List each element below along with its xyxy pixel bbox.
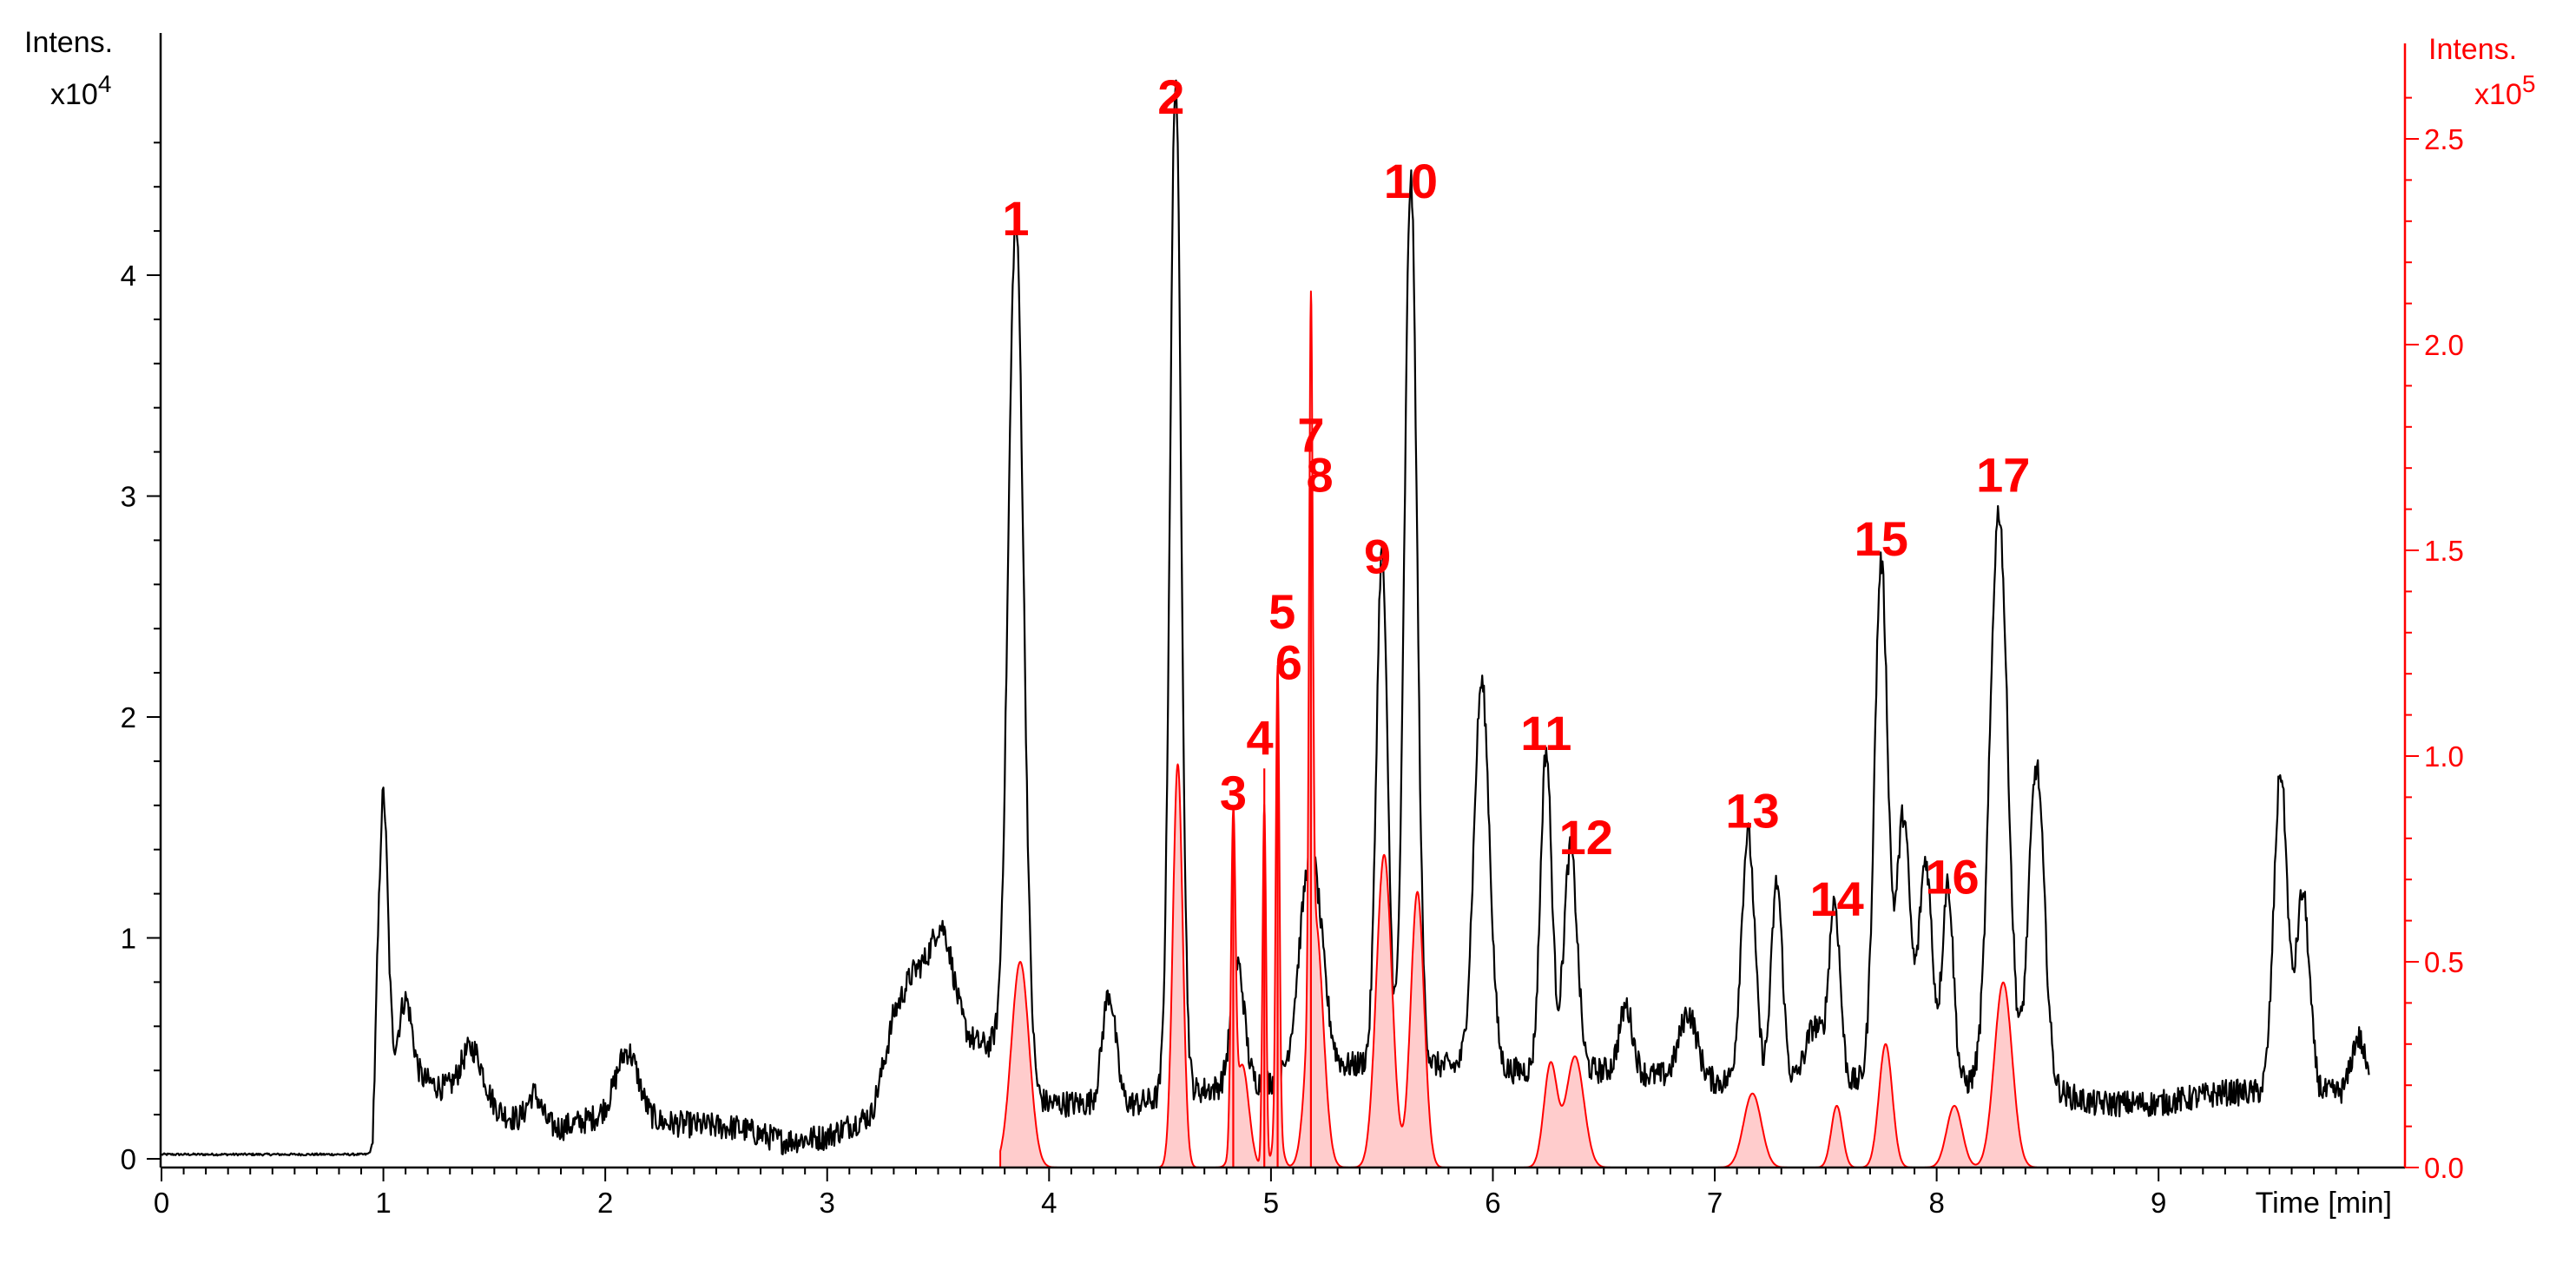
left-tick-label: 2 [121,701,136,733]
right-y-axis-exponent: x105 [2474,70,2535,111]
right-tick-label: 2.0 [2424,329,2464,361]
peak-label-5: 5 [1268,584,1295,639]
x-tick-label: 5 [1263,1187,1279,1219]
x-tick-label: 4 [1041,1187,1057,1219]
left-y-axis-label: Intens. [24,26,113,59]
plot-area [161,79,2370,1168]
peak-label-10: 10 [1384,154,1438,208]
peak-label-14: 14 [1809,872,1863,926]
right-series-line [999,290,2038,1168]
peak-label-3: 3 [1220,766,1247,820]
right-tick-label: 1.0 [2424,740,2464,773]
x-tick-label: 6 [1485,1187,1500,1219]
peak-label-4: 4 [1247,710,1274,765]
peak-label-13: 13 [1725,783,1779,838]
peak-label-16: 16 [1925,850,1979,904]
marker-lines [1232,488,1312,1168]
x-tick-label: 9 [2151,1187,2166,1219]
peak-label-11: 11 [1520,706,1571,760]
right-series-fill [999,290,2038,1168]
right-tick-label: 0.5 [2424,946,2464,978]
left-tick-label: 4 [121,260,136,292]
peak-label-8: 8 [1307,447,1334,502]
x-axis-label: Time [min] [2256,1187,2392,1220]
x-tick-label: 8 [1928,1187,1944,1219]
peak-label-9: 9 [1364,530,1391,584]
peak-label-2: 2 [1157,69,1184,124]
x-tick-label: 2 [597,1187,613,1219]
peak-label-1: 1 [1002,191,1029,246]
x-tick-label: 0 [154,1187,169,1219]
peak-label-6: 6 [1275,635,1302,690]
x-tick-label: 7 [1707,1187,1723,1219]
left-y-axis-exponent: x104 [50,70,111,111]
right-tick-label: 0.0 [2424,1152,2464,1184]
peak-label-12: 12 [1559,810,1613,865]
peak-label-17: 17 [1976,447,2030,502]
left-tick-label: 3 [121,481,136,513]
right-tick-label: 2.5 [2424,123,2464,155]
peak-label-15: 15 [1855,511,1908,566]
left-tick-label: 0 [121,1143,136,1175]
right-tick-label: 1.5 [2424,535,2464,567]
x-tick-label: 3 [820,1187,835,1219]
peak-label-7: 7 [1297,408,1324,463]
x-tick-label: 1 [375,1187,391,1219]
left-tick-label: 1 [121,923,136,955]
right-y-axis-label: Intens. [2428,33,2517,66]
